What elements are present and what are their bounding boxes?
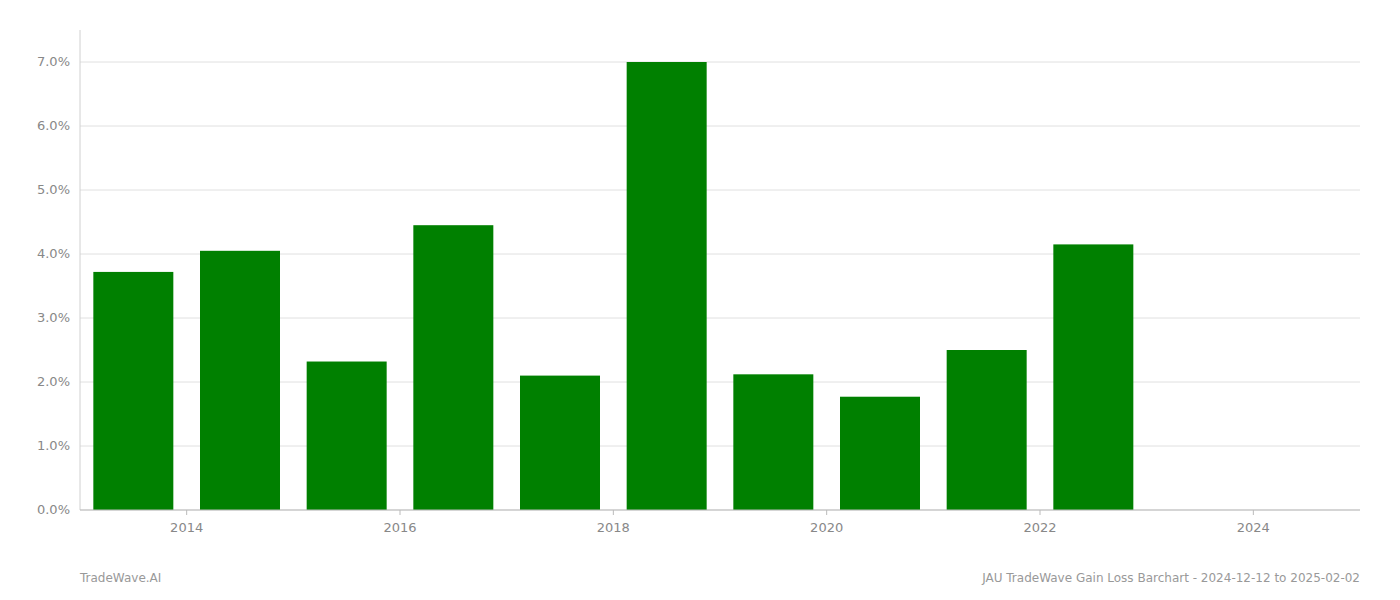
chart-svg: 0.0% 1.0% 2.0% 3.0% 4.0% 5.0% 6.0% 7.0% 2014 2016… [0, 0, 1400, 600]
x-tick [613, 510, 614, 515]
x-tick-label: 2020 [810, 520, 843, 535]
footer-text: JAU TradeWave Gain Loss Barchart - 2024-… [981, 571, 1360, 585]
bar [733, 374, 813, 510]
x-tick-label: 2024 [1237, 520, 1270, 535]
y-tick-label: 7.0% [37, 54, 70, 69]
grid [80, 62, 1360, 510]
bar [413, 225, 493, 510]
x-tick [400, 510, 401, 515]
y-tick-label: 3.0% [37, 310, 70, 325]
y-axis-line [80, 30, 81, 510]
x-tick-label: 2022 [1023, 520, 1056, 535]
bar [627, 62, 707, 510]
grid-line [80, 510, 1360, 511]
y-axis: 0.0% 1.0% 2.0% 3.0% 4.0% 5.0% 6.0% 7.0% [37, 30, 80, 517]
x-tick-label: 2016 [383, 520, 416, 535]
footer: TradeWave.AI JAU TradeWave Gain Loss Barc… [79, 571, 1360, 585]
bar [200, 251, 280, 510]
y-tick-label: 4.0% [37, 246, 70, 261]
grid-line [80, 126, 1360, 127]
y-tick-label: 6.0% [37, 118, 70, 133]
bar [93, 272, 173, 510]
x-axis: 2014 2016 2018 2020 2022 2024 [80, 510, 1360, 535]
x-tick-label: 2014 [170, 520, 203, 535]
x-tick [1040, 510, 1041, 515]
bar [520, 376, 600, 510]
x-tick [1253, 510, 1254, 515]
grid-line [80, 190, 1360, 191]
y-tick-label: 1.0% [37, 438, 70, 453]
x-axis-line [80, 510, 1360, 511]
y-tick-label: 2.0% [37, 374, 70, 389]
bar [840, 397, 920, 510]
x-tick [186, 510, 187, 515]
bars [93, 62, 1133, 510]
grid-line [80, 62, 1360, 63]
y-tick-label: 5.0% [37, 182, 70, 197]
chart-container: 0.0% 1.0% 2.0% 3.0% 4.0% 5.0% 6.0% 7.0% 2014 2016… [0, 0, 1400, 600]
x-tick-label: 2018 [597, 520, 630, 535]
bar [1053, 244, 1133, 510]
x-tick [826, 510, 827, 515]
footer-text: TradeWave.AI [79, 571, 161, 585]
y-tick-label: 0.0% [37, 502, 70, 517]
bar [947, 350, 1027, 510]
bar [307, 362, 387, 510]
